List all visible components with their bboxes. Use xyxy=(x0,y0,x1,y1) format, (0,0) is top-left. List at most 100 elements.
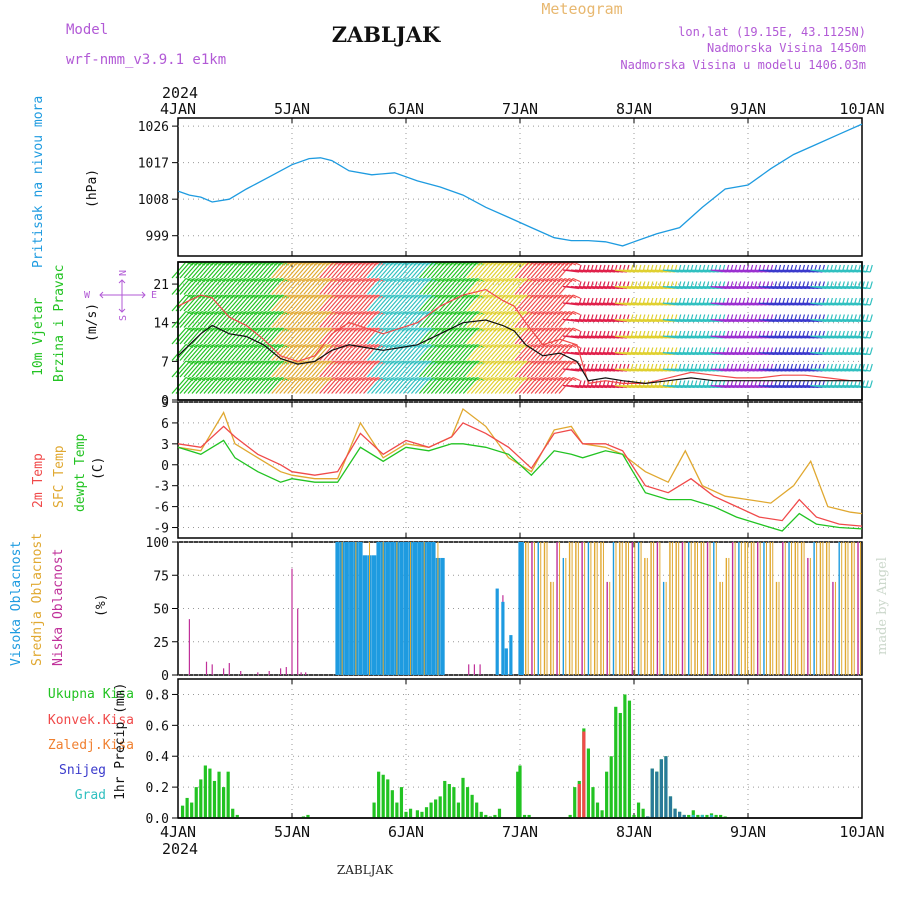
wind-barb xyxy=(498,327,514,345)
wind-barb xyxy=(398,327,414,345)
wind-barb xyxy=(502,360,518,378)
wind-barb xyxy=(406,377,422,394)
wind-barb xyxy=(191,344,207,361)
wind-barb xyxy=(474,344,490,361)
wind-barb xyxy=(307,294,323,312)
snow-bar xyxy=(646,816,650,818)
wind-barb xyxy=(522,377,538,394)
wind-barb xyxy=(367,360,382,378)
wind-barb xyxy=(335,278,351,295)
wind-barb xyxy=(259,294,275,312)
x-tick-label-bottom: 4JAN xyxy=(160,823,196,841)
wind-barb xyxy=(518,360,534,378)
wind-barb xyxy=(187,294,203,312)
wind-speed-line xyxy=(177,319,862,385)
wind-barb xyxy=(283,377,299,394)
wind-barb xyxy=(331,327,347,345)
wind-barb xyxy=(275,377,291,394)
y-tick-label: 0.0 xyxy=(146,812,169,827)
wind-barb xyxy=(546,294,562,312)
wind-barb xyxy=(506,294,522,312)
wind-barb xyxy=(398,278,414,295)
wind-barb xyxy=(418,294,434,312)
wind-barb xyxy=(442,294,458,312)
wind-barb xyxy=(331,377,347,394)
x-tick-label-top: 5JAN xyxy=(274,100,310,118)
wind-barb xyxy=(271,294,287,312)
wind-barb xyxy=(470,311,486,328)
wind-barb xyxy=(351,261,367,279)
wind-barb xyxy=(522,261,538,279)
wind-barb xyxy=(219,261,235,279)
wind-barb xyxy=(315,327,331,345)
wind-barb xyxy=(283,327,299,345)
wind-barb xyxy=(510,294,526,312)
temperature-panel: -9 -6 -3 0 3 6 9 xyxy=(153,396,863,539)
wind-barb xyxy=(319,327,335,345)
temp-unit: (C) xyxy=(91,457,106,480)
pressure-line xyxy=(177,123,863,247)
wind-barb xyxy=(203,278,219,295)
wind-barb xyxy=(219,344,235,361)
high-cloud-bar xyxy=(349,542,354,675)
wind-barb xyxy=(227,278,243,295)
wind-barb xyxy=(458,294,474,312)
wind-barb xyxy=(482,261,498,279)
wind-barb xyxy=(275,278,291,295)
total-precip-bar xyxy=(231,808,235,818)
wind-barb xyxy=(327,294,343,312)
wind-barb xyxy=(534,311,550,328)
wind-barb xyxy=(263,311,279,328)
wind-barb xyxy=(383,377,398,394)
wind-barb xyxy=(239,294,255,312)
wind-barb xyxy=(486,261,502,279)
snow-bar xyxy=(682,814,686,818)
wind-barb xyxy=(219,360,235,378)
wind-barb xyxy=(287,344,303,361)
wind-barb xyxy=(387,261,402,279)
wind-barb xyxy=(283,294,299,312)
wind-barb xyxy=(227,261,243,279)
wind-barb xyxy=(235,360,251,378)
wind-barb xyxy=(207,327,223,345)
wind-barb xyxy=(283,261,299,279)
wind-barb xyxy=(442,311,458,328)
wind-barb xyxy=(434,360,450,378)
wind-barb xyxy=(418,311,434,328)
x-tick-label-bottom: 6JAN xyxy=(388,823,424,841)
wind-barb xyxy=(518,344,534,361)
wind-barb xyxy=(490,278,506,295)
wind-barb xyxy=(195,377,211,394)
hail-bar xyxy=(691,814,695,818)
wind-barb xyxy=(347,311,363,328)
wind-barb xyxy=(486,327,502,345)
wind-barb xyxy=(231,360,247,378)
wind-barb xyxy=(343,294,359,312)
wind-barb xyxy=(355,278,370,295)
wind-barb xyxy=(335,360,351,378)
wind-barb xyxy=(203,261,219,279)
wind-barb xyxy=(394,360,410,378)
wind-barb xyxy=(470,278,486,295)
wind-barb xyxy=(446,377,462,394)
total-precip-bar xyxy=(208,768,212,818)
wind-barb xyxy=(546,261,562,279)
wind-barb-flag xyxy=(568,327,577,332)
wind-barb xyxy=(534,294,550,312)
wind-barb xyxy=(355,294,370,312)
wind-barb xyxy=(203,360,219,378)
wind-barb xyxy=(466,311,482,328)
wind-barb xyxy=(418,278,434,295)
wind-barb xyxy=(239,344,255,361)
wind-barb xyxy=(243,360,259,378)
wind-barb xyxy=(390,294,406,312)
wind-barb xyxy=(279,294,295,312)
y-tick-label: 75 xyxy=(153,569,169,584)
footer-location: ZABLJAK xyxy=(337,863,394,877)
wind-barb xyxy=(367,327,382,345)
wind-barb xyxy=(446,360,462,378)
wind-barb xyxy=(359,278,374,295)
wind-barb xyxy=(375,311,390,328)
wind-barb xyxy=(307,261,323,279)
wind-barb xyxy=(347,344,363,361)
